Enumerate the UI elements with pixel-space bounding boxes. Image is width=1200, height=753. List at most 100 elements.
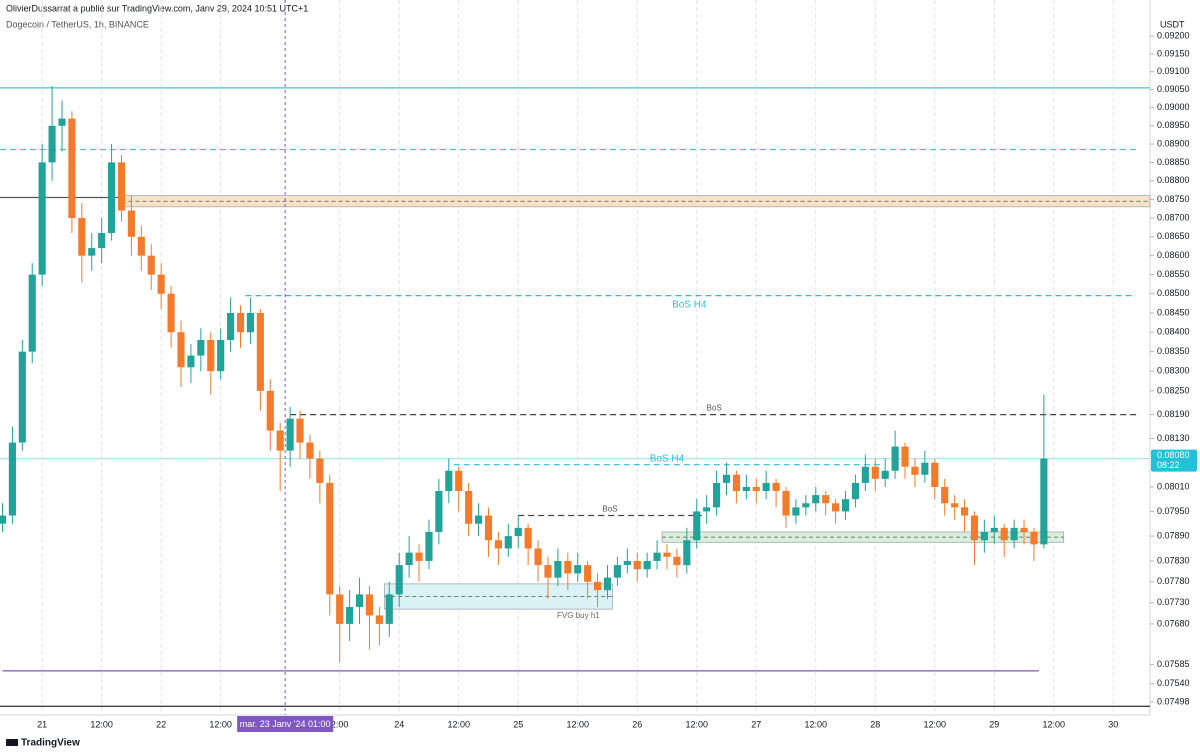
candle-body xyxy=(127,210,135,237)
candle-body xyxy=(375,615,383,624)
y-tick-label: 0.07780 xyxy=(1157,576,1190,586)
level-label: BoS H4 xyxy=(672,299,707,310)
candle-body xyxy=(1000,527,1008,541)
y-tick-label: 0.08650 xyxy=(1157,231,1190,241)
candle-body xyxy=(613,565,621,578)
countdown-label: 08:22 xyxy=(1157,460,1180,470)
y-tick-label: 0.09000 xyxy=(1157,102,1190,112)
candle-body xyxy=(732,474,740,492)
candle-body xyxy=(197,339,205,356)
candle-body xyxy=(365,594,374,616)
candle-body xyxy=(901,446,909,467)
candle-body xyxy=(990,527,998,532)
y-tick-label: 0.07950 xyxy=(1157,506,1190,516)
candle-body xyxy=(246,312,255,333)
y-tick-label: 0.09050 xyxy=(1157,84,1190,94)
brand-logo xyxy=(6,739,18,746)
candle-body xyxy=(603,577,612,591)
level-label: BoS H4 xyxy=(650,453,685,464)
y-tick-label: 0.07830 xyxy=(1157,555,1190,565)
candle-body xyxy=(167,293,175,333)
candle-body xyxy=(812,495,820,504)
x-tick-label: 29 xyxy=(989,719,999,729)
candle-body xyxy=(98,233,106,249)
candle-body xyxy=(980,531,988,541)
candle-body xyxy=(504,536,512,549)
candle-body xyxy=(316,458,324,483)
y-tick-label: 0.07540 xyxy=(1157,678,1190,688)
last-price-box xyxy=(1151,449,1197,472)
candle-body xyxy=(147,255,155,275)
x-tick-label: 12:00 xyxy=(924,719,947,729)
candle-body xyxy=(514,527,522,537)
y-tick-label: 0.08400 xyxy=(1157,327,1190,337)
y-tick-label: 0.08130 xyxy=(1157,433,1190,443)
candle-body xyxy=(88,248,96,256)
candle-body xyxy=(633,560,641,570)
candle-body xyxy=(425,531,433,561)
publisher: OlivierDussarrat a publié sur TradingVie… xyxy=(6,3,308,13)
candle-body xyxy=(465,491,473,524)
candle-body xyxy=(8,442,16,516)
candle-body xyxy=(772,482,780,492)
candle-body xyxy=(534,548,542,566)
y-tick-label: 0.08190 xyxy=(1157,409,1190,419)
y-tick-label: 0.07680 xyxy=(1157,618,1190,628)
candle-body xyxy=(28,274,36,352)
candle-body xyxy=(851,482,860,500)
candle-body xyxy=(395,565,403,595)
candle-body xyxy=(742,486,750,492)
x-tick-label: 12:00 xyxy=(209,719,232,729)
candle-body xyxy=(306,442,314,459)
candle-body xyxy=(455,470,463,492)
candle-body xyxy=(256,312,264,391)
candle-body xyxy=(713,482,721,508)
candle-body xyxy=(137,236,145,256)
candle-body xyxy=(722,474,731,483)
y-tick-label: 0.07498 xyxy=(1157,696,1190,706)
candle-body xyxy=(1030,531,1038,545)
candle-body xyxy=(286,418,294,451)
y-tick-label: 0.08350 xyxy=(1157,346,1190,356)
x-tick-label: 12:00 xyxy=(804,719,827,729)
symbol: Dogecoin / TetherUS, 1h, BINANCE xyxy=(6,19,149,29)
x-tick-label: 21 xyxy=(37,719,47,729)
candle-body xyxy=(385,594,393,624)
candle-body xyxy=(643,560,651,570)
candle-body xyxy=(911,466,919,475)
last-price-label: 0.08080 xyxy=(1157,450,1190,460)
candle-body xyxy=(108,162,116,234)
candle-body xyxy=(693,511,701,541)
candle-body xyxy=(0,515,7,524)
candle-body xyxy=(782,491,790,516)
y-tick-label: 0.08700 xyxy=(1157,212,1190,222)
x-tick-label: 30 xyxy=(1108,719,1118,729)
candle-body xyxy=(68,118,76,219)
candle-body xyxy=(355,594,364,607)
candle-body xyxy=(564,560,572,574)
candle-body xyxy=(762,482,770,492)
x-tick-label: 27 xyxy=(751,719,761,729)
candle-body xyxy=(792,507,800,516)
y-tick-label: 0.08300 xyxy=(1157,366,1190,376)
brand: TradingView xyxy=(21,738,80,749)
y-tick-label: 0.08550 xyxy=(1157,269,1190,279)
y-tick-label: 0.08450 xyxy=(1157,307,1190,317)
candle-body xyxy=(227,312,235,340)
y-tick-label: 0.08010 xyxy=(1157,481,1190,491)
currency: USDT xyxy=(1160,19,1185,29)
x-tick-label: 12:00 xyxy=(685,719,708,729)
y-tick-label: 0.08950 xyxy=(1157,120,1190,130)
candle-body xyxy=(970,515,979,541)
candle-body xyxy=(673,556,681,566)
y-tick-label: 0.08750 xyxy=(1157,194,1190,204)
candle-body xyxy=(881,470,889,479)
candle-body xyxy=(703,507,711,512)
candle-body xyxy=(931,462,939,487)
y-tick-label: 0.09200 xyxy=(1157,31,1190,41)
candle-body xyxy=(58,118,66,126)
candle-body xyxy=(921,462,929,475)
candle-body xyxy=(187,355,195,368)
